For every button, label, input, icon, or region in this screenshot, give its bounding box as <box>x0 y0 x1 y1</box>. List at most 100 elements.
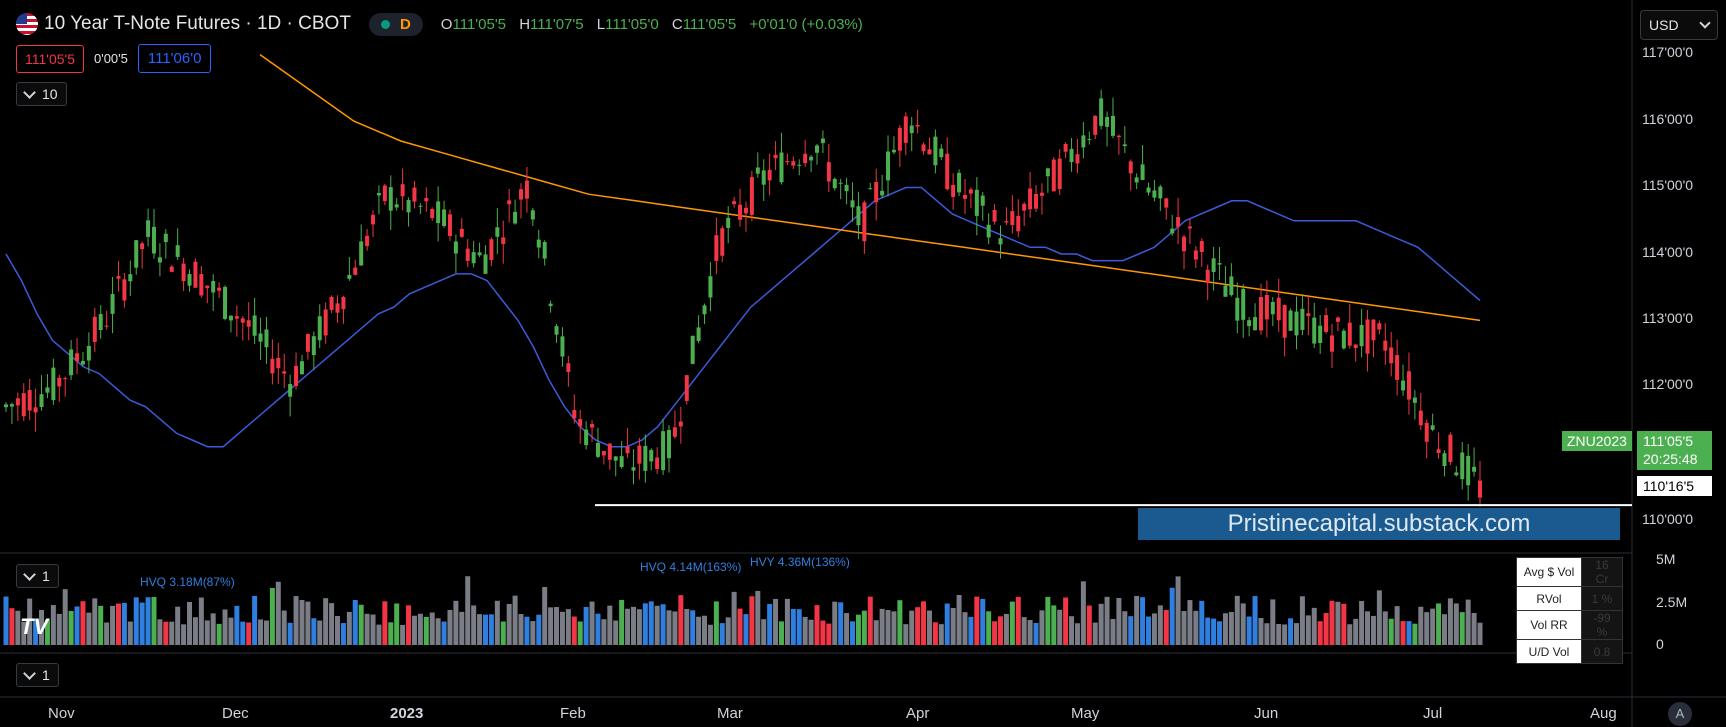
candle-body <box>1069 148 1074 163</box>
symbol-title[interactable]: 10 Year T-Note Futures · 1D · CBOT <box>44 13 351 34</box>
pane-count: 1 <box>42 667 50 683</box>
buy-button[interactable]: 111'06'0 <box>137 44 212 73</box>
candle-body <box>1478 480 1482 498</box>
volume-bar <box>1382 611 1388 645</box>
volume-bar <box>335 615 341 645</box>
volume-bar <box>1074 623 1080 645</box>
volume-bar <box>1477 622 1483 645</box>
candle-body <box>743 207 748 214</box>
volume-bar <box>74 606 80 645</box>
candle-body <box>838 182 843 184</box>
volume-bar <box>867 596 873 645</box>
change-value: +0'01'0 (+0.03%) <box>749 15 863 33</box>
candle-body <box>939 148 944 158</box>
volume-bar <box>1181 611 1187 645</box>
candle-body <box>1276 297 1281 321</box>
open-value: 111'05'5 <box>452 15 507 33</box>
volume-pane-toggle[interactable]: 1 <box>16 564 59 588</box>
volume-bar <box>713 601 719 645</box>
time-label: Jul <box>1423 705 1443 722</box>
time-label: May <box>1071 705 1100 722</box>
volume-bar <box>21 621 27 645</box>
candle-body <box>169 266 174 272</box>
candle-body <box>1140 164 1145 180</box>
volume-bar <box>192 617 198 645</box>
candle-body <box>584 429 589 446</box>
volume-bar <box>1128 616 1134 645</box>
volume-bar <box>246 622 252 645</box>
candle-body <box>371 214 376 225</box>
volume-bar <box>790 609 796 645</box>
ohlc-values: O111'05'5 H111'07'5 L111'05'0 C111'05'5 … <box>440 15 863 33</box>
candle-body <box>193 261 198 288</box>
auto-scale-button[interactable]: A <box>1668 702 1692 726</box>
tradingview-logo[interactable]: TV <box>20 614 49 639</box>
volume-scale-label: 5M <box>1656 551 1676 567</box>
candle-body <box>868 188 873 190</box>
volume-bar <box>820 620 826 645</box>
candle-body <box>406 200 411 213</box>
candle-body <box>1081 135 1086 148</box>
price-label: 117'00'0 <box>1642 44 1694 60</box>
volume-bar <box>1317 621 1323 645</box>
candle-body <box>732 201 737 205</box>
currency-selector[interactable]: USD <box>1640 10 1718 40</box>
volume-bar <box>1175 576 1181 645</box>
candle-body <box>667 429 672 459</box>
volume-bar <box>536 614 542 645</box>
candle-body <box>554 326 559 335</box>
volume-bar <box>1323 613 1329 645</box>
volume-bar <box>252 595 258 645</box>
volume-bar <box>666 610 672 645</box>
candle-body <box>797 164 802 166</box>
volume-bar <box>234 605 240 645</box>
volume-bar <box>749 596 755 645</box>
volume-bar <box>376 624 382 645</box>
candle-body <box>814 145 819 153</box>
volume-bar <box>1033 622 1039 645</box>
candle-body <box>886 151 891 181</box>
candle-body <box>1353 344 1358 349</box>
volume-bar <box>944 603 950 645</box>
volume-bar <box>500 621 506 645</box>
candle-body <box>353 267 358 275</box>
indicators-toggle[interactable]: 10 <box>16 82 67 106</box>
volume-bar <box>773 598 779 645</box>
third-pane-toggle[interactable]: 1 <box>16 663 59 687</box>
candle-body <box>720 228 725 256</box>
volume-bar <box>1376 590 1382 645</box>
candle-body <box>477 252 482 256</box>
candle-body <box>690 335 695 364</box>
candle-body <box>1448 434 1453 463</box>
volume-bar <box>778 621 784 645</box>
candle-body <box>134 240 139 268</box>
candle-body <box>1134 177 1139 183</box>
candle-body <box>1306 313 1311 317</box>
volume-bar <box>394 603 400 645</box>
candle-body <box>1235 297 1240 321</box>
candle-body <box>1099 98 1104 126</box>
volume-bar <box>542 586 548 645</box>
volume-bar <box>98 605 104 645</box>
candle-body <box>92 316 97 342</box>
candle-body <box>572 409 577 419</box>
volume-bar <box>1240 603 1246 645</box>
market-status[interactable]: D <box>368 12 423 36</box>
volume-bar <box>50 605 56 645</box>
candle-body <box>329 296 334 310</box>
volume-bar <box>855 614 861 645</box>
candle-body <box>1418 410 1423 426</box>
volume-bar <box>1193 610 1199 645</box>
sell-button[interactable]: 111'05'5 <box>16 44 84 73</box>
last-price-label: 111'05'5 20:25:48 <box>1637 431 1712 470</box>
spread-value: 0'00'5 <box>93 51 128 66</box>
candle-body <box>1146 187 1151 193</box>
candle-body <box>1324 315 1329 332</box>
volume-bar <box>151 596 157 645</box>
time-label: Dec <box>222 705 249 722</box>
candle-body <box>1152 190 1157 198</box>
candle-body <box>424 197 429 202</box>
candle-body <box>359 241 364 266</box>
candle-body <box>1312 317 1317 344</box>
